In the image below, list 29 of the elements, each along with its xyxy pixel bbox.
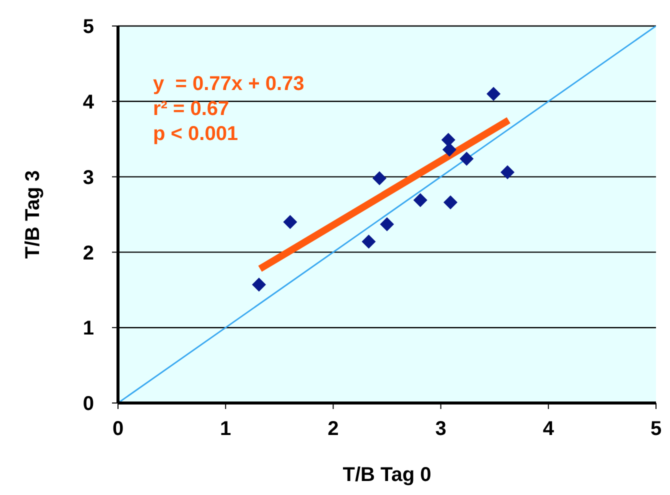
annotation: y = 0.77x + 0.73 (153, 72, 304, 97)
x-tick-label: 0 (112, 418, 124, 440)
y-tick-label: 3 (82, 166, 94, 189)
y-axis-title: T/B Tag 3 (22, 170, 44, 259)
y-tick-label: 4 (82, 92, 95, 114)
y-tick-label: 2 (82, 242, 94, 264)
point (283, 215, 298, 230)
point (380, 217, 394, 232)
annotation: p < 0.001 (153, 122, 240, 147)
point (500, 165, 515, 180)
point (252, 278, 266, 292)
point (486, 86, 501, 101)
x-tick-label: 4 (542, 418, 555, 440)
point (441, 132, 456, 147)
x-tick-label: 2 (328, 418, 339, 440)
point (362, 234, 376, 249)
annotation: r² = 0.67 (153, 97, 230, 122)
y-tick-label: 0 (82, 393, 94, 416)
y-tick-label: 1 (82, 318, 94, 340)
point (443, 195, 458, 210)
y-tick-label: 5 (82, 16, 94, 38)
point (372, 171, 386, 186)
x-tick-label: 5 (650, 418, 662, 440)
x-axis-title: T/B Tag 0 (342, 464, 432, 486)
point (413, 193, 428, 208)
point (442, 142, 456, 157)
x-tick-label: 3 (435, 418, 446, 440)
x-tick-label: 1 (220, 418, 232, 440)
point (460, 152, 474, 166)
